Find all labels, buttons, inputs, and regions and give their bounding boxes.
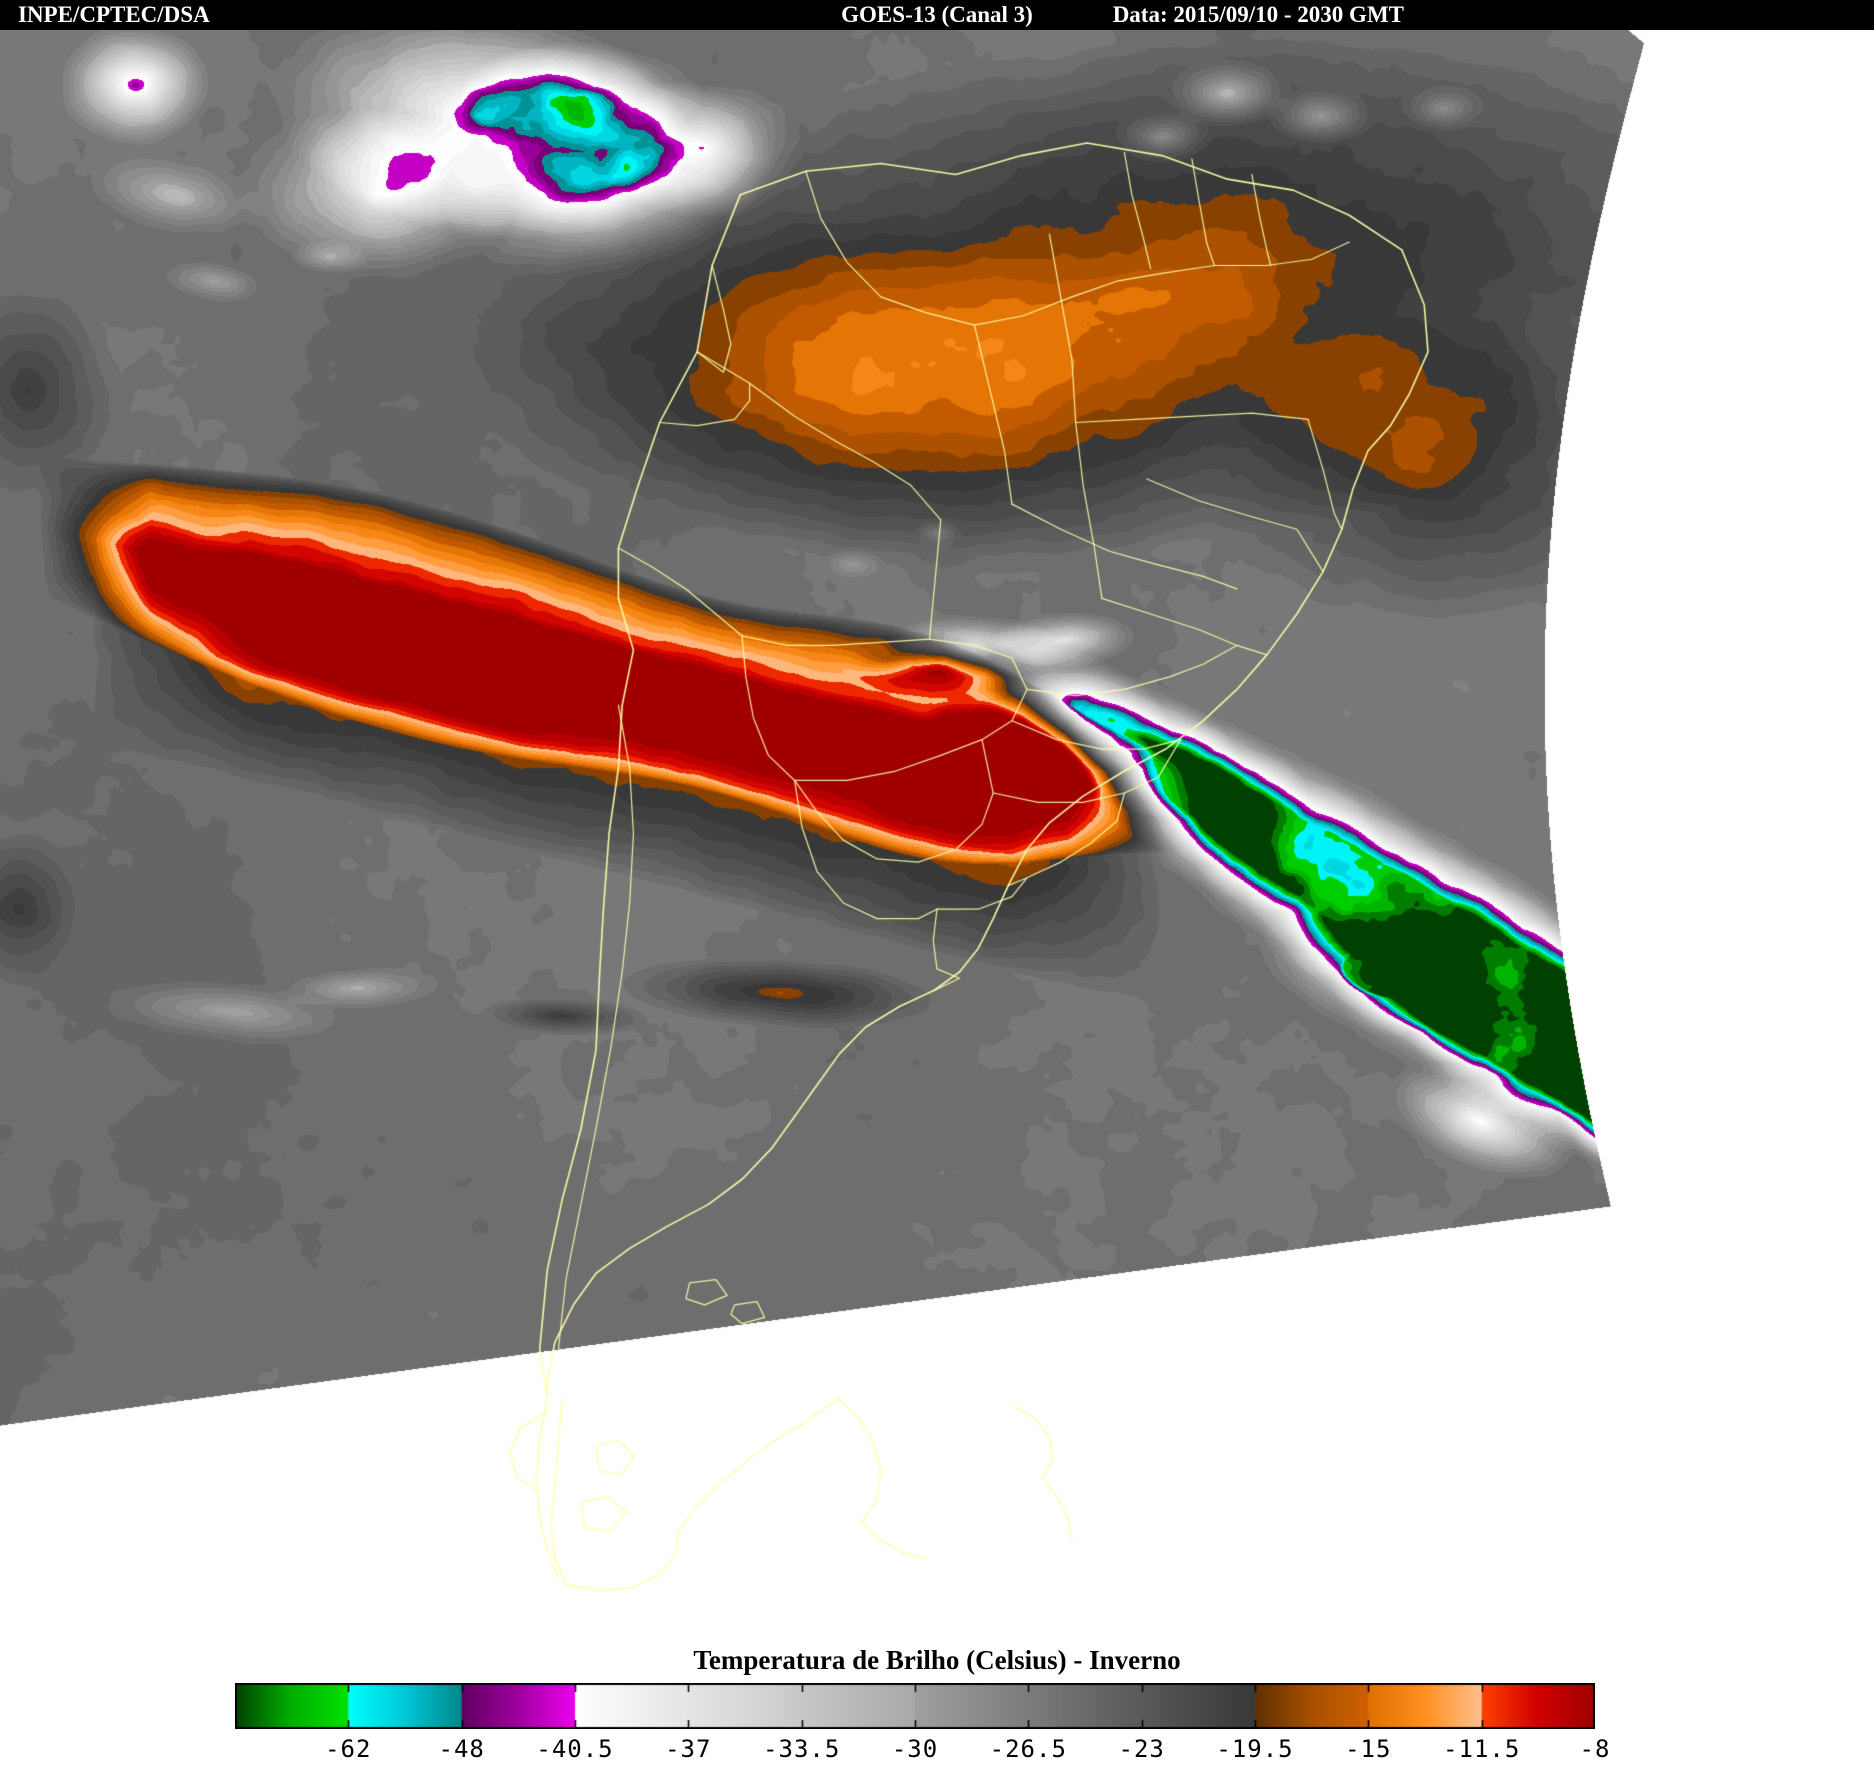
title-bar: INPE/CPTEC/DSA GOES-13 (Canal 3) Data: 2…	[0, 0, 1874, 30]
colorbar-tick-label: -33.5	[763, 1735, 841, 1763]
datetime-label: Data: 2015/09/10 - 2030 GMT	[1112, 2, 1404, 27]
colorbar-panel: Temperatura de Brilho (Celsius) - Invern…	[0, 1645, 1874, 1763]
satellite-infrared-image	[0, 30, 1874, 1600]
colorbar-tick-label: -37	[665, 1735, 712, 1763]
colorbar-tick-label: -30	[891, 1735, 939, 1763]
source-label: INPE/CPTEC/DSA	[18, 2, 210, 27]
colorbar-tick-label: -15	[1345, 1735, 1392, 1763]
colorbar-tick-label: -19.5	[1216, 1735, 1294, 1763]
colorbar-title: Temperatura de Brilho (Celsius) - Invern…	[693, 1645, 1181, 1675]
colorbar-tick-label: -11.5	[1443, 1735, 1521, 1763]
colorbar-gradient	[235, 1683, 1595, 1729]
satellite-image-panel	[0, 30, 1874, 1600]
colorbar-gradient-canvas	[235, 1683, 1595, 1729]
colorbar-tick-label: -26.5	[989, 1735, 1067, 1763]
colorbar-tick-label: -48	[438, 1735, 485, 1763]
colorbar-tick-label: -40.5	[536, 1735, 614, 1763]
satellite-channel-label: GOES-13 (Canal 3)	[841, 2, 1033, 27]
colorbar-tick-labels: -62 -48 -40.5 -37 -33.5 -30 -26.5 -23 -19.5 -15 -1…	[235, 1735, 1609, 1769]
colorbar-tick-label: -62	[325, 1735, 372, 1763]
colorbar-tick-label: -8	[1579, 1735, 1611, 1763]
colorbar-tick-label: -23	[1118, 1735, 1165, 1763]
